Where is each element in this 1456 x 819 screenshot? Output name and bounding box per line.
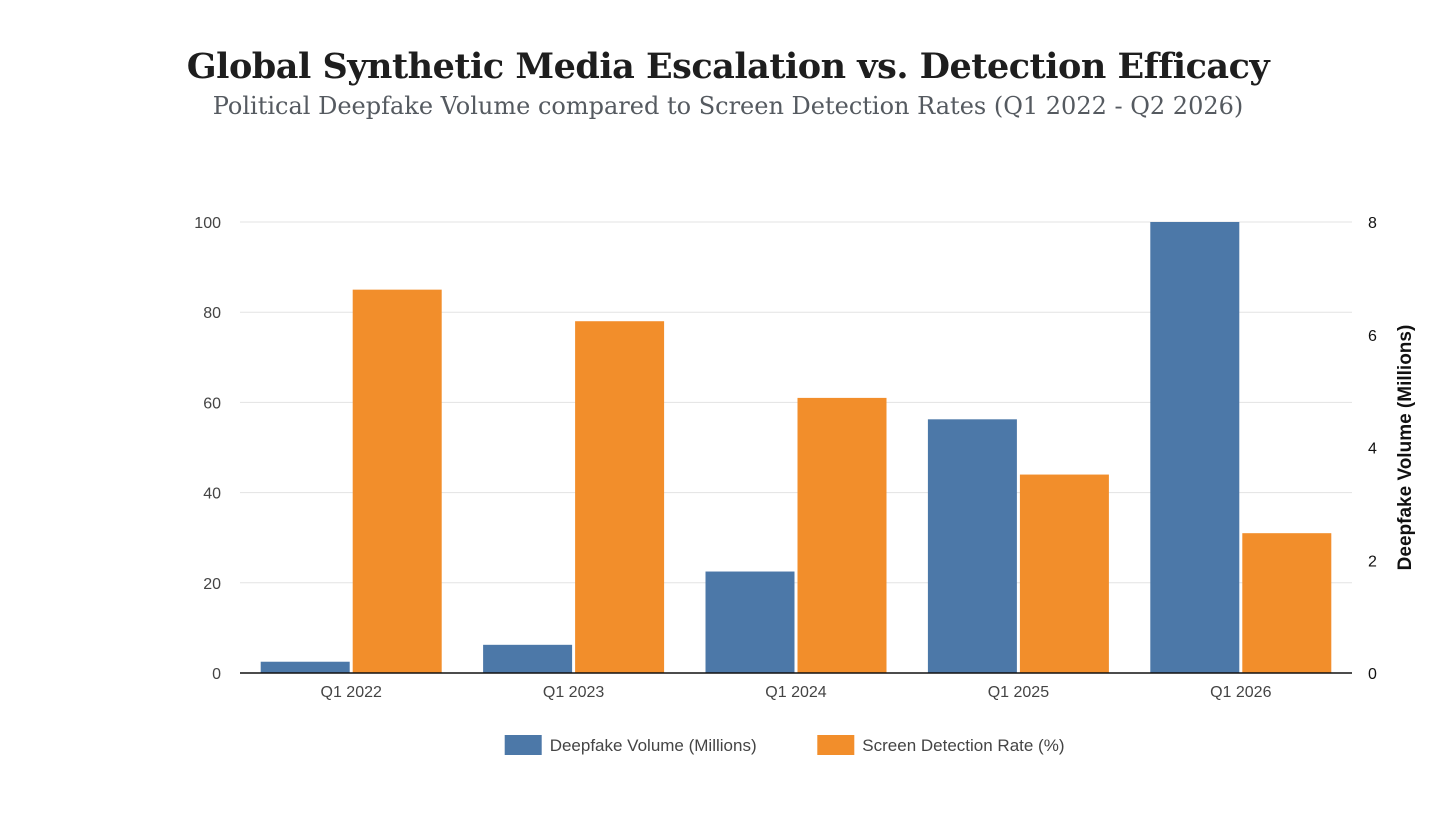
bar	[797, 397, 887, 673]
legend-swatch	[504, 735, 542, 755]
legend-label: Deepfake Volume (Millions)	[550, 736, 757, 755]
chart-subtitle: Political Deepfake Volume compared to Sc…	[212, 92, 1244, 120]
x-tick-label: Q1 2023	[543, 684, 604, 701]
x-tick-label: Q1 2025	[988, 684, 1049, 701]
y-left-tick-label: 60	[203, 395, 221, 412]
bar	[927, 419, 1017, 673]
y-right-tick-label: 8	[1368, 215, 1377, 232]
bar	[483, 644, 573, 673]
legend-label: Screen Detection Rate (%)	[862, 736, 1064, 755]
chart-title: Global Synthetic Media Escalation vs. De…	[186, 46, 1270, 87]
x-tick-label: Q1 2024	[765, 684, 826, 701]
y-right-axis-title: Deepfake Volume (Millions)	[1395, 325, 1416, 571]
y-right-tick-label: 4	[1368, 441, 1377, 458]
y-left-tick-label: 100	[194, 215, 221, 232]
y-left-tick-label: 20	[203, 576, 221, 593]
bar	[705, 571, 795, 673]
y-right-tick-label: 2	[1368, 553, 1377, 570]
y-left-tick-label: 0	[212, 666, 221, 683]
x-tick-label: Q1 2022	[321, 684, 382, 701]
y-left-tick-label: 40	[203, 486, 221, 503]
bar	[352, 289, 442, 673]
legend-swatch	[817, 735, 855, 755]
y-right-tick-label: 6	[1368, 328, 1377, 345]
bar	[1242, 533, 1332, 673]
x-tick-label: Q1 2026	[1210, 684, 1271, 701]
bar	[1150, 222, 1240, 673]
y-left-tick-label: 80	[203, 305, 221, 322]
y-right-tick-label: 0	[1368, 666, 1377, 683]
bar	[260, 661, 350, 673]
bar	[575, 321, 665, 673]
bar	[1019, 474, 1109, 673]
